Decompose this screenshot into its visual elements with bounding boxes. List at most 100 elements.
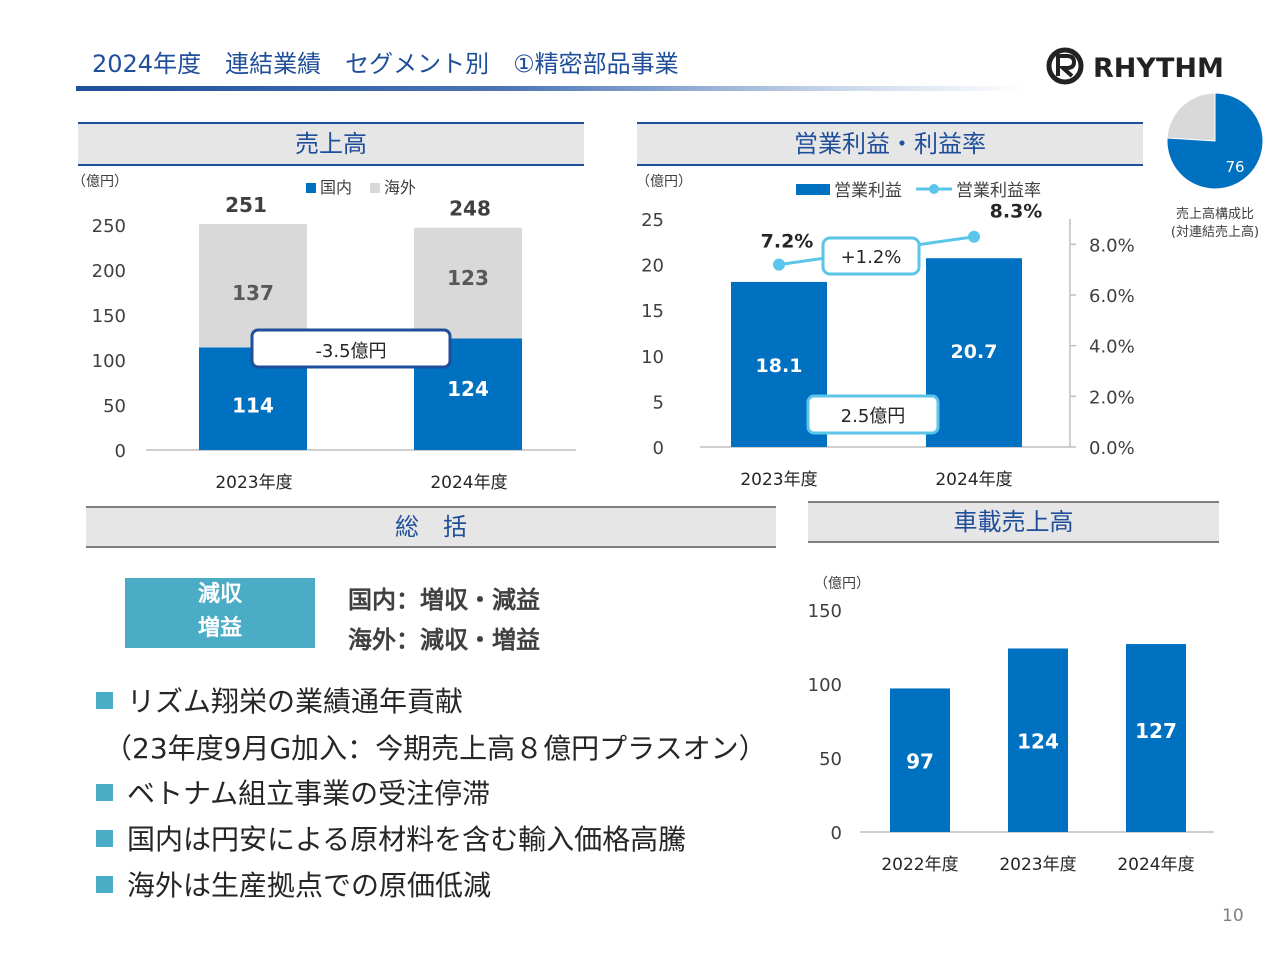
sales-total-label: 248	[449, 197, 491, 221]
profit-bar	[926, 258, 1022, 447]
legend-profit-swatch	[796, 184, 830, 195]
auto-y-tick-label: 50	[819, 749, 842, 770]
profit-unit-label: （億円）	[636, 174, 692, 190]
bullet-item: 国内は円安による原材料を含む輸入価格高騰	[96, 818, 686, 858]
bullet-text: ベトナム組立事業の受注停滞	[127, 777, 491, 810]
sales-y-tick-label: 100	[92, 351, 126, 372]
auto-bar	[890, 688, 950, 832]
auto-y-tick-label: 150	[808, 601, 842, 622]
profit-y-tick-label: 10	[641, 347, 664, 368]
bullet-item: 海外は生産拠点での原価低減	[96, 864, 491, 904]
composition-pie: 76	[1166, 92, 1264, 190]
sales-x-tick-label: 2023年度	[215, 473, 292, 493]
bullet-item: リズム翔栄の業績通年貢献	[96, 680, 463, 720]
legend-rate-label: 営業利益率	[956, 181, 1041, 201]
page-title: 2024年度 連結業績 セグメント別 ①精密部品事業	[92, 50, 679, 78]
logo-mark-icon	[1046, 47, 1084, 85]
legend-overseas-label: 海外	[384, 178, 416, 197]
profit-y-tick-label: 15	[641, 301, 664, 322]
bullet-text: リズム翔栄の業績通年貢献	[127, 685, 464, 718]
sales-y-tick-label: 150	[92, 306, 126, 327]
sales-x-tick-label: 2024年度	[430, 473, 507, 493]
bullet-text: 国内は円安による原材料を含む輸入価格高騰	[127, 823, 687, 856]
profit-y2-tick-label: 6.0%	[1089, 286, 1135, 307]
profit-diff-callout	[806, 394, 940, 435]
title-underline	[76, 86, 1026, 91]
pie-slice-precision	[1166, 92, 1264, 190]
sales-bar-overseas	[414, 227, 522, 339]
auto-unit-label: （億円）	[814, 576, 870, 592]
rate-marker	[773, 258, 785, 271]
sales-y-tick-label: 250	[92, 216, 126, 237]
sales-heading: 売上高	[78, 122, 584, 166]
auto-value-label: 97	[906, 749, 934, 773]
auto-bar	[1126, 644, 1186, 832]
rate-value-label: 8.3%	[990, 201, 1043, 223]
summary-badge-line2: 増益	[197, 616, 242, 641]
pie-caption: 売上高構成比 (対連結売上高)	[1160, 206, 1270, 242]
profit-x-tick-label: 2023年度	[740, 470, 817, 490]
summary-domestic: 国内：増収・減益	[348, 586, 540, 614]
legend-overseas-swatch	[370, 183, 380, 193]
profit-y-tick-label: 20	[641, 256, 664, 277]
auto-x-tick-label: 2024年度	[1117, 855, 1194, 875]
profit-heading: 営業利益・利益率	[637, 122, 1143, 166]
auto-x-tick-label: 2022年度	[881, 855, 958, 875]
logo-text: RHYTHM	[1093, 53, 1224, 84]
profit-value-label: 20.7	[951, 341, 998, 363]
sales-overseas-value-label: 123	[447, 266, 489, 290]
summary-heading: 総 括	[86, 506, 776, 548]
sales-total-label: 251	[225, 193, 267, 217]
auto-bar	[1008, 648, 1068, 832]
sales-diff-label: -3.5億円	[315, 341, 386, 362]
company-logo: RHYTHM	[1046, 47, 1224, 85]
pie-caption-line1: 売上高構成比	[1175, 207, 1254, 222]
sales-y-tick-label: 50	[103, 396, 126, 417]
profit-y2-tick-label: 2.0%	[1089, 387, 1135, 408]
bullet-square-icon	[96, 830, 113, 847]
sales-chart: （億円） 0 50 100 150 200 250 114 137 251 2023年度 124 12…	[72, 174, 576, 493]
legend-profit-label: 営業利益	[834, 181, 902, 201]
profit-y2-tick-label: 4.0%	[1089, 337, 1135, 358]
page-number: 10	[1222, 906, 1244, 926]
summary-badge-line1: 減収	[197, 582, 242, 607]
legend-domestic-swatch	[306, 183, 316, 193]
pie-caption-line2: (対連結売上高)	[1170, 225, 1260, 240]
sales-y-tick-label: 0	[115, 441, 126, 462]
summary-overseas: 海外：減収・増益	[348, 626, 540, 654]
profit-y-tick-label: 0	[653, 438, 664, 459]
bullet-square-icon	[96, 876, 113, 893]
profit-y-tick-label: 5	[653, 392, 664, 413]
bullet-item: ベトナム組立事業の受注停滞	[96, 772, 490, 812]
sales-y-tick-label: 200	[92, 261, 126, 282]
profit-y2-tick-label: 0.0%	[1089, 438, 1135, 459]
bullet-square-icon	[96, 692, 113, 709]
sales-unit-label: （億円）	[72, 174, 128, 190]
auto-x-tick-label: 2023年度	[999, 855, 1076, 875]
sales-domestic-value-label: 114	[232, 394, 274, 418]
auto-value-label: 124	[1017, 729, 1059, 753]
rate-value-label: 7.2%	[761, 231, 814, 253]
auto-y-tick-label: 0	[831, 823, 842, 844]
legend-domestic-label: 国内	[320, 178, 352, 197]
sales-domestic-value-label: 124	[447, 377, 489, 401]
profit-x-tick-label: 2024年度	[935, 470, 1012, 490]
sales-overseas-value-label: 137	[232, 281, 274, 305]
bullet-subline: （23年度9月G加入：今期売上高８億円プラスオン）	[104, 732, 767, 765]
legend-rate-marker	[929, 184, 939, 194]
rate-diff-callout	[821, 236, 921, 276]
profit-value-label: 18.1	[756, 355, 803, 377]
sales-bar-overseas	[199, 224, 307, 348]
profit-chart: （億円） 0 5 10 15 20 25 0.0% 2.0% 4.0% 6.0% 8.0% 18.1 2…	[636, 174, 1135, 490]
profit-y2-tick-label: 8.0%	[1089, 235, 1135, 256]
profit-diff-label: 2.5億円	[841, 406, 906, 427]
auto-heading: 車載売上高	[808, 501, 1219, 543]
auto-chart: （億円） 0 50 100 150 97 2022年度 124 2023年度 127 2024年度	[808, 576, 1214, 875]
rate-diff-label: +1.2%	[841, 247, 902, 268]
profit-y-tick-label: 25	[641, 210, 664, 231]
auto-value-label: 127	[1135, 719, 1177, 743]
sales-diff-callout	[250, 328, 452, 369]
bullet-square-icon	[96, 784, 113, 801]
pie-value-label: 76	[1225, 158, 1244, 176]
bullet-text: 海外は生産拠点での原価低減	[127, 869, 492, 902]
